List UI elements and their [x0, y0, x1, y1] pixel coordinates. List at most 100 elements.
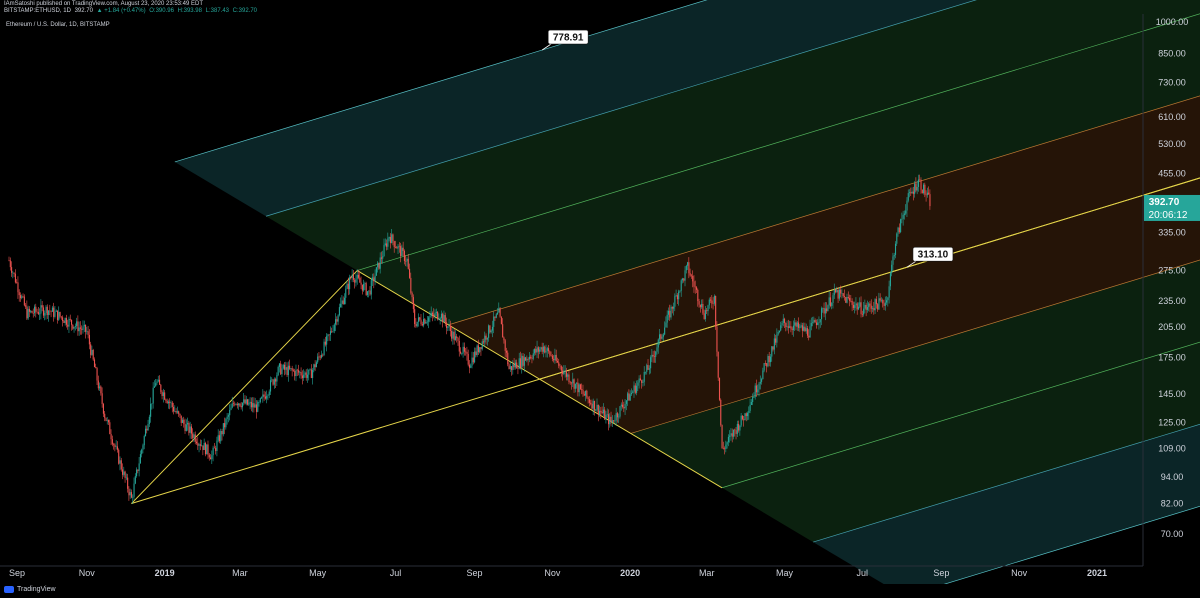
candle-body — [421, 323, 423, 326]
candle-body — [701, 303, 703, 308]
tradingview-logo[interactable]: TradingView — [4, 586, 56, 593]
candle-body — [431, 312, 434, 315]
candle-body — [866, 307, 869, 310]
candle-body — [525, 357, 527, 361]
candle-body — [134, 476, 136, 484]
candle-body — [176, 411, 178, 413]
candle-body — [394, 247, 397, 248]
candle-body — [31, 310, 33, 314]
candle-body — [841, 293, 843, 294]
candle-body — [11, 267, 13, 273]
candle-body — [540, 347, 542, 350]
candle-body — [286, 367, 288, 376]
candle-body — [919, 179, 921, 181]
candle-body — [718, 377, 721, 400]
candle-body — [769, 356, 772, 363]
candle-body — [124, 471, 126, 478]
candle-body — [104, 413, 106, 418]
pitchfork-median-line — [131, 177, 1200, 505]
candle-body — [352, 274, 354, 280]
candle-body — [819, 319, 821, 323]
candle-body — [874, 299, 876, 311]
candle-body — [183, 419, 185, 424]
candle-body — [444, 315, 446, 323]
candle-body — [794, 322, 796, 326]
candle-body — [511, 366, 513, 371]
candle-body — [808, 335, 810, 338]
candle-body — [305, 372, 307, 378]
candle-body — [535, 349, 537, 353]
candle-body — [453, 331, 455, 341]
candle-body — [812, 322, 814, 324]
candle-body — [245, 399, 247, 404]
candle-body — [759, 381, 761, 384]
candle-body — [45, 306, 47, 314]
candle-body — [643, 371, 645, 382]
band-upper-mid-1 — [357, 13, 1200, 325]
candle-body — [673, 306, 675, 309]
price-tick-label: 610.00 — [1158, 112, 1186, 122]
price-tick-label: 455.00 — [1158, 169, 1186, 179]
candle-body — [480, 347, 482, 350]
candle-body — [49, 310, 51, 312]
candle-body — [644, 371, 647, 373]
candle-body — [230, 407, 232, 410]
candle-body — [359, 277, 361, 283]
tradingview-logo-text: TradingView — [17, 586, 56, 593]
candle-body — [174, 410, 176, 412]
candle-body — [379, 257, 381, 269]
candle-body — [526, 358, 528, 361]
candle-body — [490, 330, 492, 333]
candle-body — [26, 306, 28, 319]
candle-body — [498, 308, 500, 313]
candle-body — [661, 336, 663, 339]
candle-body — [795, 322, 797, 327]
candle-body — [271, 379, 273, 381]
candle-body — [906, 200, 908, 211]
candle-body — [331, 331, 333, 332]
candle-body — [90, 344, 92, 355]
candle-body — [576, 382, 578, 384]
candle-body — [892, 256, 894, 265]
candle-body — [539, 349, 541, 352]
time-tick-label: Mar — [699, 568, 715, 578]
candle-body — [374, 275, 376, 282]
tradingview-logo-icon — [4, 586, 14, 593]
candle-body — [476, 345, 478, 356]
candle-body — [502, 324, 504, 338]
candle-body — [872, 308, 874, 309]
candle-body — [800, 325, 802, 327]
candle-body — [30, 310, 32, 312]
candle-body — [749, 404, 751, 411]
candle-body — [324, 341, 326, 345]
candle-body — [438, 319, 440, 320]
candle-body — [787, 326, 789, 328]
candle-body — [23, 296, 25, 306]
candle-body — [269, 380, 272, 392]
candle-body — [599, 410, 601, 415]
candle-body — [692, 276, 694, 282]
pitchfork-level-m1 — [357, 13, 1200, 271]
candle-body — [463, 346, 465, 352]
label-box — [547, 29, 589, 45]
candle-body — [764, 363, 766, 364]
candle-body — [512, 364, 514, 371]
pitchfork-level-m0_5 — [448, 95, 1200, 326]
candle-body — [722, 448, 724, 449]
candle-body — [123, 471, 125, 475]
candle-body — [39, 313, 41, 315]
candle-body — [907, 193, 909, 201]
candle-body — [856, 303, 858, 310]
candle-body — [366, 291, 369, 295]
candle-body — [546, 348, 548, 351]
candle-body — [660, 334, 662, 339]
candle-body — [604, 409, 606, 420]
price-tick-label: 235.00 — [1158, 296, 1186, 306]
candle-body — [415, 324, 417, 327]
candle-body — [753, 397, 755, 398]
candle-body — [843, 296, 846, 298]
candle-body — [857, 306, 860, 310]
candle-body — [656, 347, 658, 352]
candle-body — [666, 314, 668, 323]
